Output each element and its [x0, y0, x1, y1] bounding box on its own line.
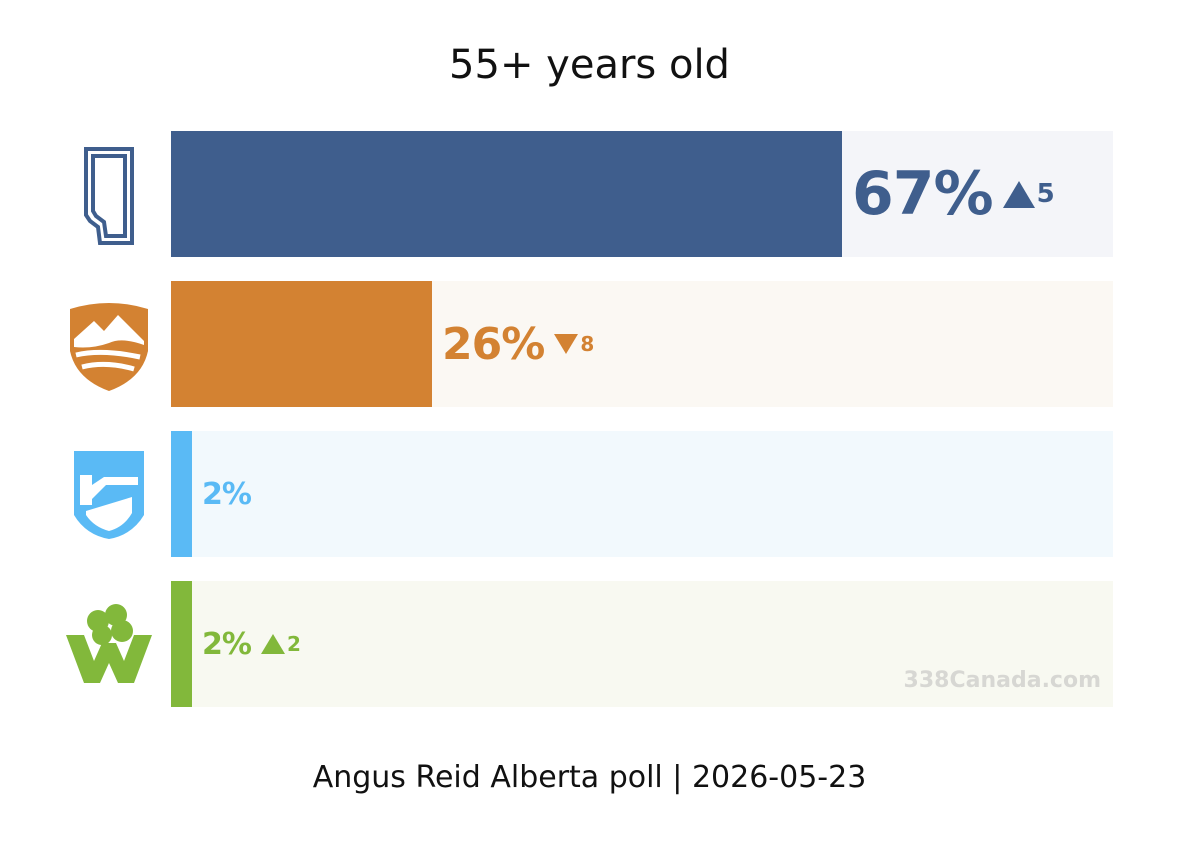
alberta-outline-icon [62, 141, 156, 251]
chart-title: 55+ years old [449, 42, 730, 88]
clover-w-icon [62, 591, 156, 701]
bar-change-value-1: 5 [1036, 179, 1055, 209]
mountain-shield-icon [62, 291, 156, 401]
bar-track-4 [171, 581, 1113, 707]
bar-2 [171, 281, 432, 407]
bar-label-1: 67% 5 [852, 131, 1055, 257]
bar-value-3: 2% [202, 476, 252, 512]
blue-shield-icon [62, 441, 156, 551]
up-triangle-icon [1002, 180, 1035, 208]
bar-track-3 [171, 431, 1113, 557]
bar-4 [171, 581, 192, 707]
chart-footer: Angus Reid Alberta poll | 2026-05-23 [312, 760, 867, 795]
bar-label-3: 2% [202, 431, 252, 557]
bar-change-value-4: 2 [286, 632, 301, 656]
up-triangle-icon [260, 634, 285, 654]
down-triangle-icon [554, 334, 579, 354]
bar-value-4: 2% [202, 626, 252, 662]
bar-change-4: 2 [260, 632, 301, 656]
bar-change-1: 5 [1002, 179, 1055, 209]
bar-label-4: 2% 2 [202, 581, 301, 707]
bar-change-value-2: 8 [580, 332, 595, 356]
bar-value-1: 67% [852, 159, 994, 229]
bar-row-1: 67% 5 [171, 131, 1113, 257]
bar-1 [171, 131, 842, 257]
bar-row-4: 2% 2 338Canada.com [171, 581, 1113, 707]
watermark: 338Canada.com [903, 668, 1101, 693]
bar-row-2: 26% 8 [171, 281, 1113, 407]
bar-label-2: 26% 8 [442, 281, 594, 407]
bar-3 [171, 431, 192, 557]
bar-value-2: 26% [442, 318, 545, 370]
bar-change-2: 8 [554, 332, 594, 356]
bar-row-3: 2% [171, 431, 1113, 557]
